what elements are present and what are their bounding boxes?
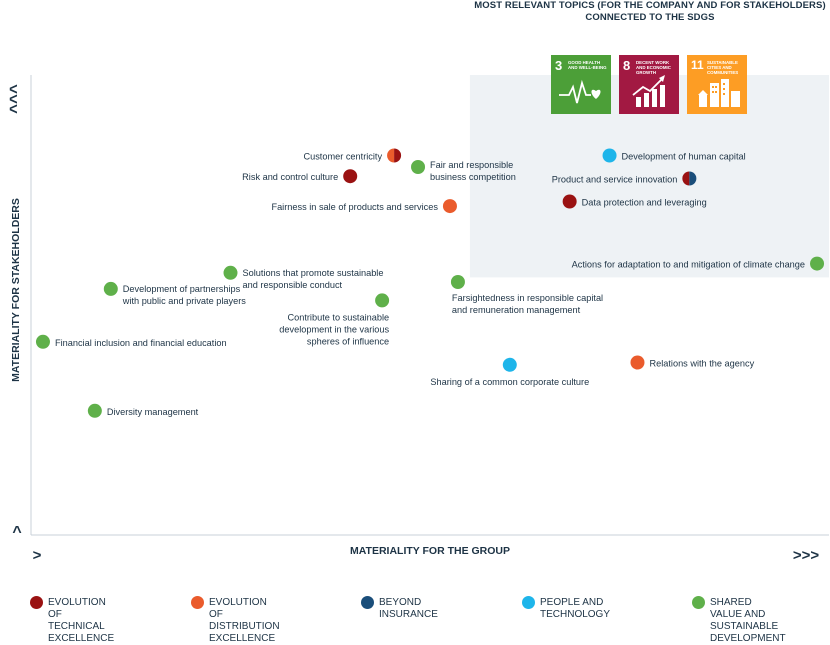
data-point: Sharing of a common corporate culture bbox=[430, 357, 589, 387]
growth-chart-icon bbox=[632, 75, 665, 107]
data-point: Contribute to sustainable development in … bbox=[279, 293, 390, 346]
sdg-8-tile: 8 DECENT WORK AND ECONOMIC GROWTH bbox=[619, 55, 679, 114]
point-label: Diversity management bbox=[107, 407, 199, 417]
point-marker bbox=[442, 199, 457, 214]
legend-label-technical: EVOLUTION OF TECHNICAL EXCELLENCE bbox=[48, 597, 115, 644]
point-label: Actions for adaptation to and mitigation… bbox=[572, 260, 805, 270]
point-marker bbox=[223, 265, 238, 280]
point-label: Product and service innovation bbox=[552, 175, 678, 185]
data-point: Solutions that promote sustainable and re… bbox=[223, 265, 384, 290]
point-marker bbox=[103, 281, 118, 296]
sdg-section-title: MOST RELEVANT TOPICS (FOR THE COMPANY AN… bbox=[474, 0, 826, 23]
data-point: Development of partnerships with public a… bbox=[103, 281, 246, 306]
sdg-8-number: 8 bbox=[623, 58, 631, 73]
point-label: Financial inclusion and financial educat… bbox=[55, 338, 227, 348]
sdg-11-tile: 11 SUSTAINABLE CITIES AND COMMUNITIES bbox=[687, 55, 747, 114]
point-marker bbox=[375, 293, 390, 308]
point-marker bbox=[35, 334, 50, 349]
x-axis-low-marker: > bbox=[33, 547, 42, 564]
y-axis-high-marker: ^^^ bbox=[6, 84, 25, 114]
point-marker bbox=[343, 169, 358, 184]
point-marker bbox=[502, 357, 517, 372]
point-label: Sharing of a common corporate culture bbox=[430, 377, 589, 387]
point-label: Relations with the agency bbox=[649, 359, 754, 369]
sdg-11-label: SUSTAINABLE CITIES AND COMMUNITIES bbox=[707, 60, 739, 75]
legend-dot-distribution bbox=[191, 596, 204, 609]
legend-dot-people bbox=[522, 596, 535, 609]
data-point: Fairness in sale of products and service… bbox=[271, 199, 457, 214]
data-point: Development of human capital bbox=[602, 148, 746, 163]
point-marker bbox=[562, 194, 577, 209]
point-label: Customer centricity bbox=[303, 152, 382, 162]
legend-label-people: PEOPLE AND TECHNOLOGY bbox=[540, 597, 611, 620]
point-label: Solutions that promote sustainable and re… bbox=[243, 268, 384, 290]
heartbeat-icon bbox=[559, 79, 601, 104]
legend-label-beyond: BEYOND INSURANCE bbox=[379, 597, 438, 620]
sdg-8-label: DECENT WORK AND ECONOMIC GROWTH bbox=[636, 60, 671, 75]
point-marker bbox=[810, 256, 825, 271]
data-point: Farsightedness in responsible capital and… bbox=[450, 275, 603, 315]
legend-dot-technical bbox=[30, 596, 43, 609]
point-label: Fair and responsible business competition bbox=[430, 160, 516, 182]
data-point: Relations with the agency bbox=[630, 355, 755, 370]
data-point: Diversity management bbox=[87, 403, 199, 418]
point-marker bbox=[87, 403, 102, 418]
city-icon bbox=[698, 79, 740, 107]
legend-dot-shared bbox=[692, 596, 705, 609]
sdg-11-number: 11 bbox=[691, 58, 704, 72]
data-point: Customer centricity bbox=[303, 148, 402, 163]
point-marker bbox=[630, 355, 645, 370]
point-label: Data protection and leveraging bbox=[582, 198, 707, 208]
point-marker-half bbox=[394, 148, 402, 163]
data-point: Data protection and leveraging bbox=[562, 194, 707, 209]
sdg-3-label: GOOD HEALTH AND WELL-BEING bbox=[568, 60, 607, 70]
legend-label-distribution: EVOLUTION OF DISTRIBUTION EXCELLENCE bbox=[209, 597, 280, 644]
y-axis-low-marker: ^ bbox=[12, 524, 21, 541]
data-point: Product and service innovation bbox=[552, 171, 697, 186]
sdg-3-tile: 3 GOOD HEALTH AND WELL-BEING bbox=[551, 55, 611, 114]
point-label: Risk and control culture bbox=[242, 172, 338, 182]
x-axis-high-marker: >>> bbox=[793, 547, 820, 564]
point-marker bbox=[411, 160, 426, 174]
legend-label-shared: SHARED VALUE AND SUSTAINABLE DEVELOPMENT bbox=[710, 597, 786, 644]
point-marker-half bbox=[682, 171, 690, 186]
y-axis-title: MATERIALITY FOR STAKEHOLDERS bbox=[10, 198, 22, 382]
data-point: Risk and control culture bbox=[242, 169, 358, 184]
sdg-3-number: 3 bbox=[555, 58, 563, 73]
data-point: Actions for adaptation to and mitigation… bbox=[572, 256, 825, 271]
point-label: Development of human capital bbox=[622, 152, 746, 162]
data-point: Financial inclusion and financial educat… bbox=[35, 334, 227, 349]
point-marker bbox=[450, 275, 465, 289]
x-axis-title: MATERIALITY FOR THE GROUP bbox=[350, 545, 510, 557]
point-label: Development of partnerships with public a… bbox=[122, 284, 246, 306]
point-marker-half bbox=[689, 171, 697, 186]
point-label: Farsightedness in responsible capital and… bbox=[452, 293, 603, 315]
point-label: Contribute to sustainable development in … bbox=[279, 312, 389, 346]
point-marker-half bbox=[387, 148, 395, 163]
data-point: Fair and responsible business competition bbox=[411, 160, 516, 182]
point-label: Fairness in sale of products and service… bbox=[271, 202, 438, 212]
point-marker bbox=[602, 148, 617, 163]
legend-dot-beyond bbox=[361, 596, 374, 609]
